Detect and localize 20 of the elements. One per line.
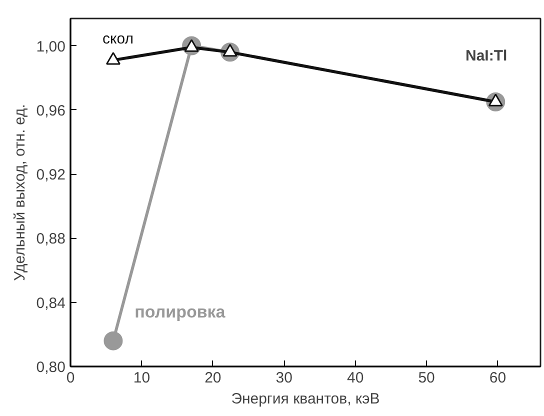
x-axis-title: Энергия квантов, кэВ <box>231 390 380 408</box>
y-tick-label: 0,96 <box>36 102 66 120</box>
y-tick-label: 0,84 <box>36 294 66 312</box>
y-tick-label: 1,00 <box>36 38 66 56</box>
point <box>106 52 120 65</box>
x-tick-label: 0 <box>66 370 75 386</box>
x-tick-label: 10 <box>133 370 150 386</box>
x-tick-label: 50 <box>418 370 435 386</box>
series-label: скол <box>102 30 134 48</box>
x-tick-label: 20 <box>204 370 222 386</box>
series-label: полировка <box>134 302 226 322</box>
y-tick-label: 0,92 <box>36 166 66 184</box>
x-tick-label: 60 <box>489 370 506 386</box>
annotation: NaI:Tl <box>466 48 508 64</box>
x-tick-label: 40 <box>347 370 364 386</box>
point <box>104 331 123 350</box>
y-axis-title: Удельный выход, отн. ед. <box>11 104 28 281</box>
y-tick-label: 0,80 <box>36 359 66 376</box>
y-tick-label: 0,88 <box>36 230 66 248</box>
x-tick-label: 30 <box>276 370 292 386</box>
